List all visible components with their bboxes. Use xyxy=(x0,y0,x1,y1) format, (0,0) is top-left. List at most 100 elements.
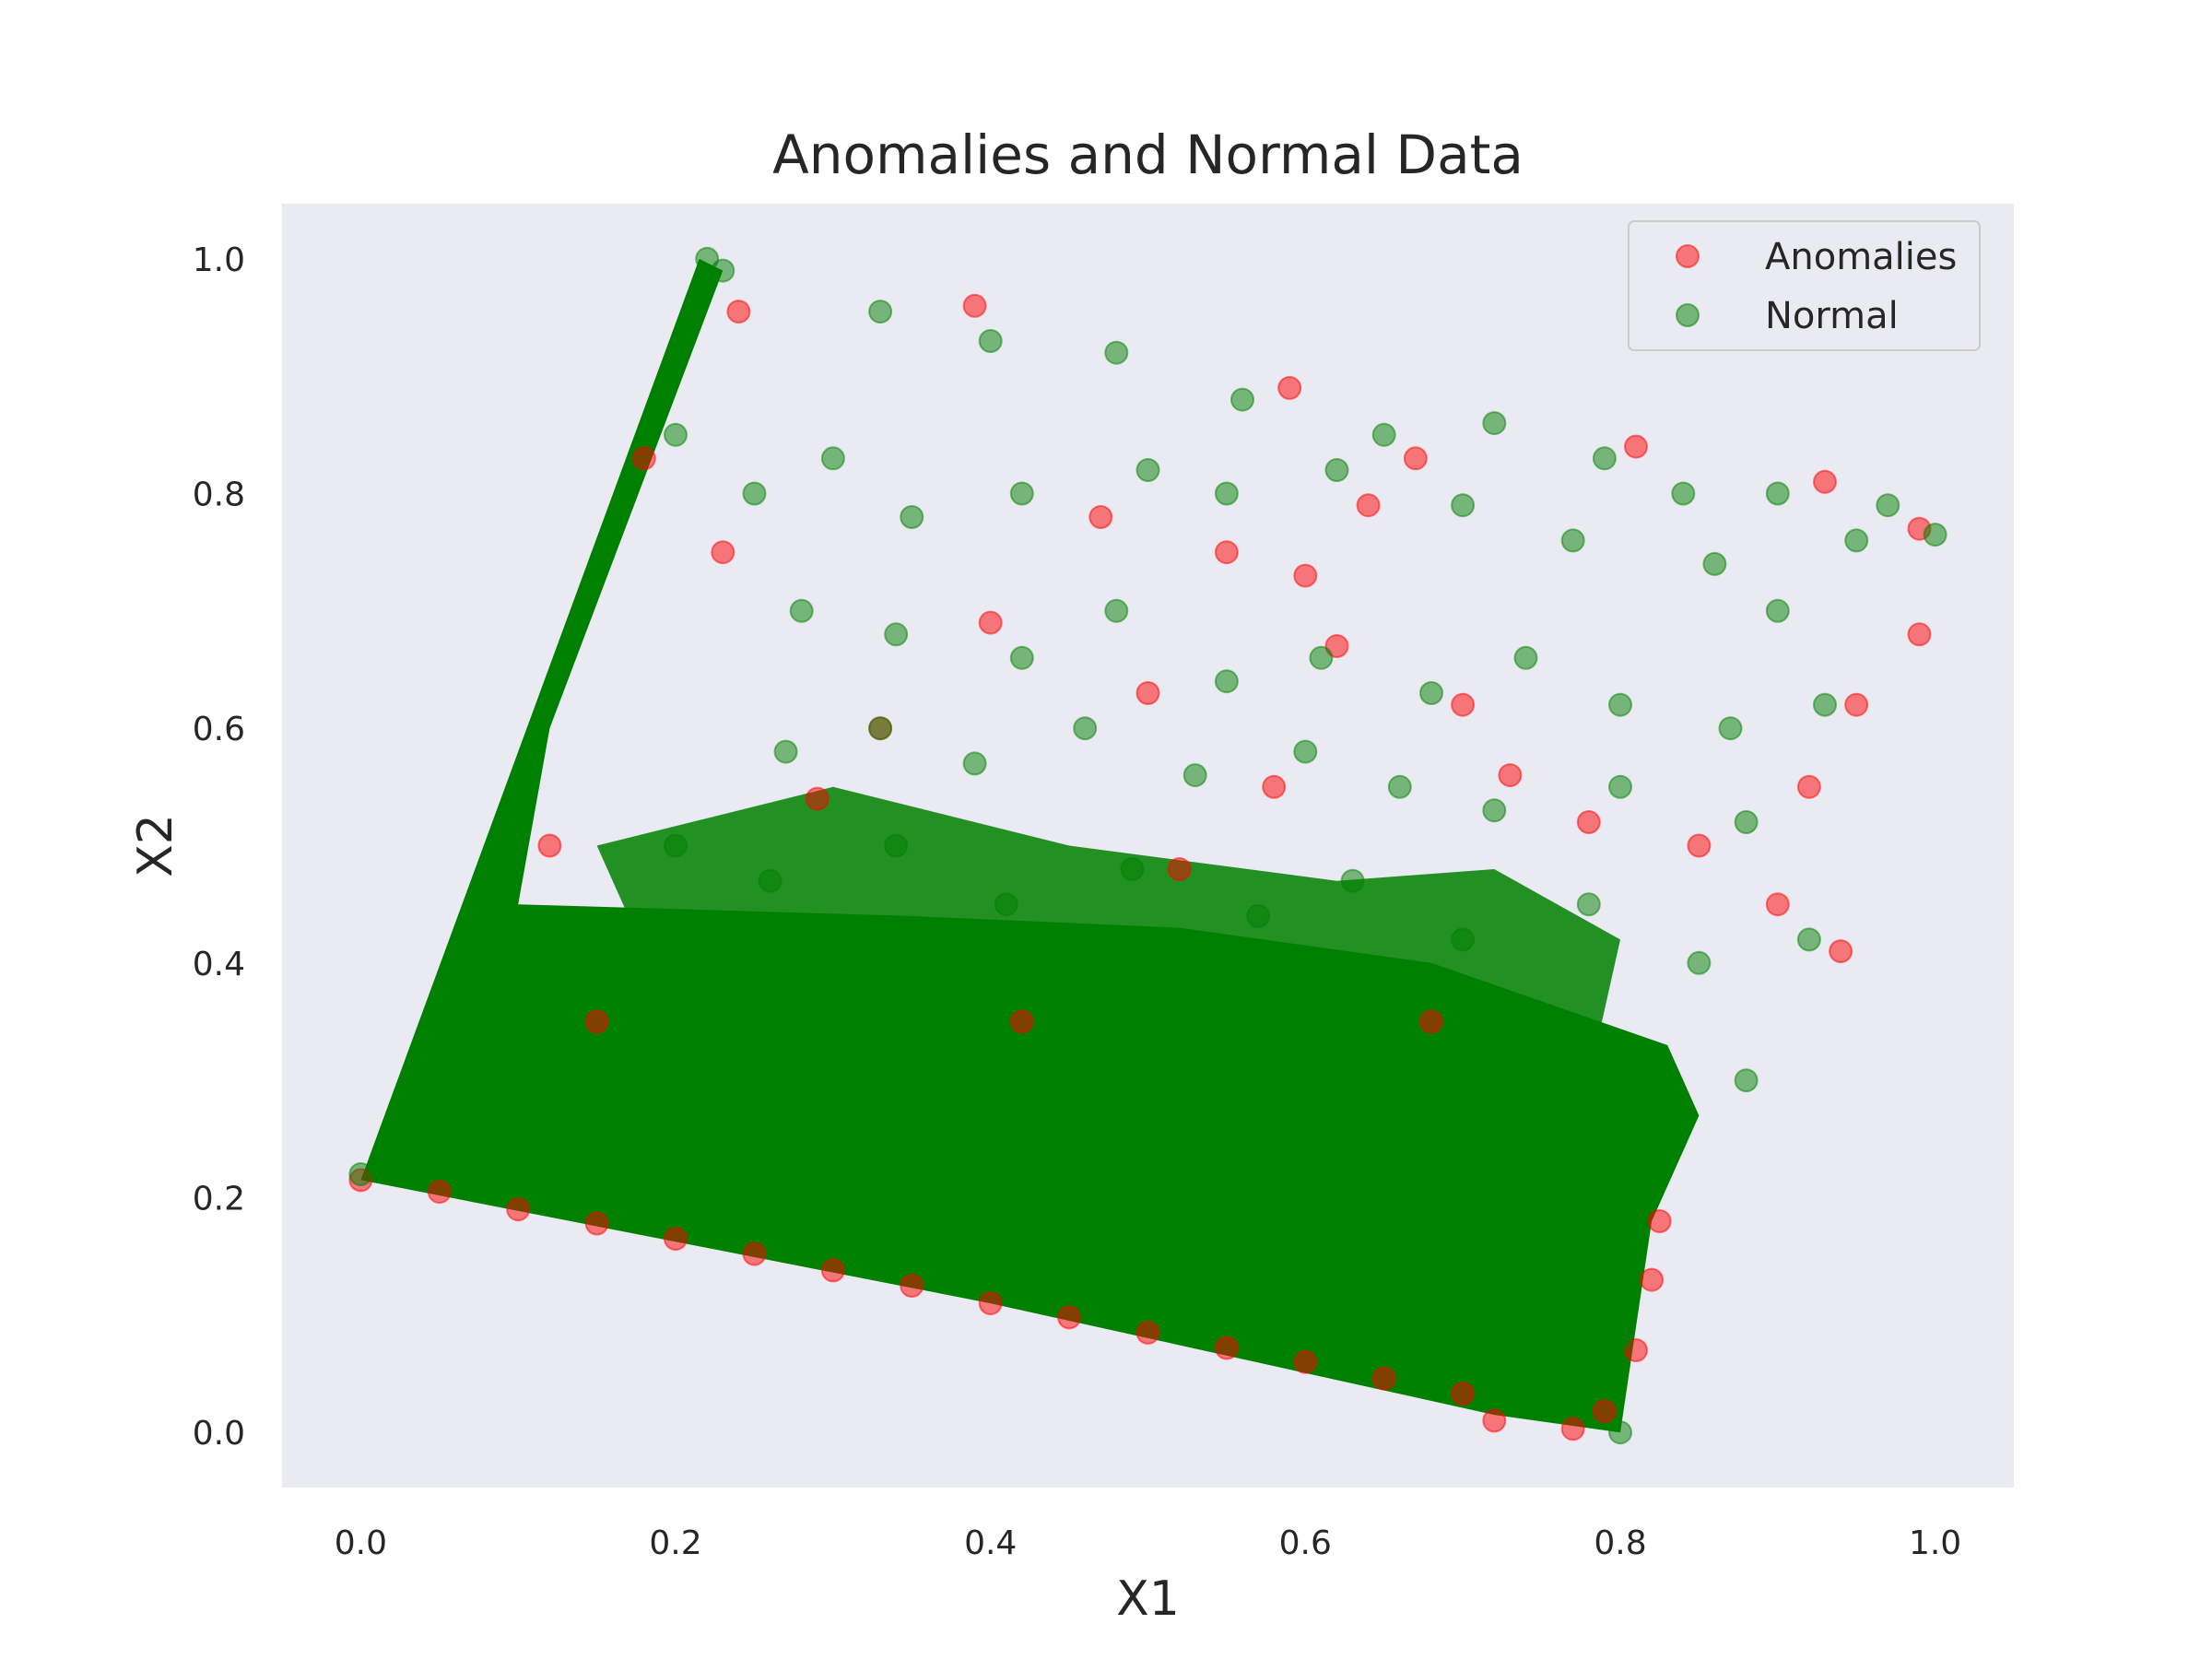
normal-point xyxy=(868,716,893,741)
normal-point xyxy=(1765,481,1790,506)
normal-point xyxy=(427,1126,452,1151)
normal-point xyxy=(1482,411,1507,436)
anomalies-point xyxy=(664,1227,688,1252)
normal-point xyxy=(1734,810,1759,834)
normal-point xyxy=(1182,763,1207,788)
normal-point xyxy=(584,1185,609,1210)
x-tick-label: 0.2 xyxy=(649,1524,701,1562)
normal-point xyxy=(348,1162,373,1186)
normal-point xyxy=(1687,950,1712,975)
x-tick-label: 0.0 xyxy=(335,1524,387,1562)
normal-point xyxy=(1214,481,1239,506)
anomalies-point xyxy=(1813,469,1837,494)
anomalies-point xyxy=(1135,681,1160,705)
legend-label-normal: Normal xyxy=(1765,295,1899,337)
anomalies-point xyxy=(978,610,1003,635)
anomalies-point xyxy=(1277,375,1302,400)
y-tick-label: 1.0 xyxy=(193,241,245,279)
normal-point xyxy=(1451,493,1476,518)
normal-point xyxy=(1734,1068,1759,1093)
anomalies-point xyxy=(978,1291,1003,1316)
anomalies-point xyxy=(584,1009,609,1034)
normal-point xyxy=(820,1115,845,1140)
normal-point xyxy=(868,300,893,324)
normal-point xyxy=(1057,1255,1082,1280)
normal-point xyxy=(1608,1326,1632,1351)
anomalies-point xyxy=(1088,505,1113,529)
anomalies-point xyxy=(1293,563,1318,588)
normal-point xyxy=(664,833,688,858)
anomalies-point xyxy=(537,833,562,858)
normal-point xyxy=(773,739,798,764)
anomalies-point xyxy=(1419,1009,1443,1034)
normal-point xyxy=(664,1091,688,1116)
normal-point xyxy=(1104,598,1129,623)
anomalies-point xyxy=(1135,1320,1160,1345)
anomalies-point xyxy=(584,1211,609,1236)
normal-point xyxy=(1608,1420,1632,1445)
legend-marker-normal xyxy=(1676,303,1700,327)
normal-point xyxy=(1073,716,1098,741)
anomalies-point xyxy=(1647,1209,1672,1233)
anomalies-point xyxy=(1451,1382,1476,1406)
dense-point-cloud xyxy=(360,258,1700,1433)
normal-point xyxy=(1765,598,1790,623)
legend: Anomalies Normal xyxy=(1628,220,1981,351)
anomalies-point xyxy=(1687,833,1712,858)
normal-point xyxy=(1451,1033,1476,1057)
anomalies-point xyxy=(1167,857,1192,881)
normal-point xyxy=(1324,458,1349,482)
anomalies-point xyxy=(631,446,656,471)
normal-point xyxy=(884,833,909,858)
normal-point xyxy=(711,258,735,283)
normal-point xyxy=(1293,739,1318,764)
anomalies-point xyxy=(1844,692,1869,717)
normal-point xyxy=(1009,645,1034,670)
normal-point xyxy=(664,974,688,999)
normal-point xyxy=(1844,528,1869,553)
anomalies-point xyxy=(1262,774,1287,799)
normal-point xyxy=(1009,481,1034,506)
anomalies-point xyxy=(1796,774,1821,799)
normal-point xyxy=(900,505,924,529)
normal-point xyxy=(1135,1162,1160,1186)
normal-point xyxy=(1624,1185,1648,1210)
anomalies-point xyxy=(1451,692,1476,717)
dense-normal-region xyxy=(360,258,1700,1433)
normal-point xyxy=(1214,1279,1239,1304)
anomalies-point xyxy=(742,1241,767,1266)
normal-point xyxy=(506,1068,531,1093)
normal-point xyxy=(1560,528,1585,553)
normal-point xyxy=(1387,774,1412,799)
normal-point xyxy=(1246,903,1271,928)
anomalies-point xyxy=(1293,1349,1318,1374)
anomalies-point xyxy=(1576,810,1601,834)
normal-point xyxy=(1576,892,1601,917)
normal-point xyxy=(1451,1209,1476,1233)
y-tick-label: 0.8 xyxy=(193,477,245,514)
normal-point xyxy=(978,1138,1003,1163)
anomalies-point xyxy=(726,300,751,324)
normal-point xyxy=(1371,422,1396,447)
x-tick-label: 0.4 xyxy=(964,1524,1017,1562)
normal-point xyxy=(1671,481,1696,506)
x-tick-label: 0.8 xyxy=(1594,1524,1646,1562)
normal-point xyxy=(900,1220,924,1245)
normal-point xyxy=(978,329,1003,353)
anomalies-point xyxy=(962,293,987,318)
normal-point xyxy=(1293,1021,1318,1046)
normal-point xyxy=(1230,387,1254,412)
anomalies-point xyxy=(1498,763,1523,788)
normal-point xyxy=(1451,927,1476,952)
normal-point xyxy=(664,422,688,447)
normal-point xyxy=(1120,857,1145,881)
anomalies-point xyxy=(1624,434,1648,459)
y-tick-label: 0.2 xyxy=(193,1181,245,1218)
normal-point xyxy=(742,481,767,506)
y-tick-label: 0.4 xyxy=(193,946,245,983)
normal-point xyxy=(1293,1185,1318,1210)
y-axis-label: X2 xyxy=(128,814,183,877)
normal-point xyxy=(758,868,782,893)
